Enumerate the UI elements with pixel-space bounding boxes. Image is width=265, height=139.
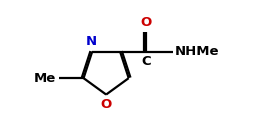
Text: NHMe: NHMe (175, 45, 219, 58)
Text: O: O (100, 98, 112, 111)
Text: Me: Me (34, 72, 56, 85)
Text: N: N (86, 35, 97, 48)
Text: C: C (142, 55, 151, 68)
Text: O: O (141, 16, 152, 29)
